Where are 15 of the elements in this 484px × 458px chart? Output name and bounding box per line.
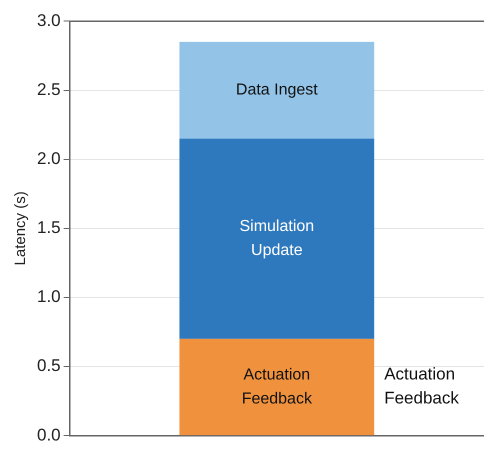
y-tick-label: 0.5: [36, 356, 61, 376]
annotation: Actuation Feedback: [384, 364, 460, 408]
y-tick-label: 1.5: [36, 218, 61, 238]
series-label: Simulation Update: [239, 218, 314, 260]
y-axis-title: Latency (s): [12, 191, 30, 266]
y-tick-label: 2.0: [36, 149, 61, 168]
bar: [179, 338, 374, 436]
bar: [179, 42, 374, 139]
series-label: Actuation Feedback: [242, 366, 313, 408]
y-tick-label: 0.0: [36, 425, 61, 444]
y-tick-label: 1.0: [36, 287, 61, 306]
bar: [179, 138, 374, 339]
series-label: Data Ingest: [236, 82, 318, 99]
y-tick-label: 2.5: [36, 80, 61, 99]
y-tick-label: 3.0: [36, 10, 61, 30]
